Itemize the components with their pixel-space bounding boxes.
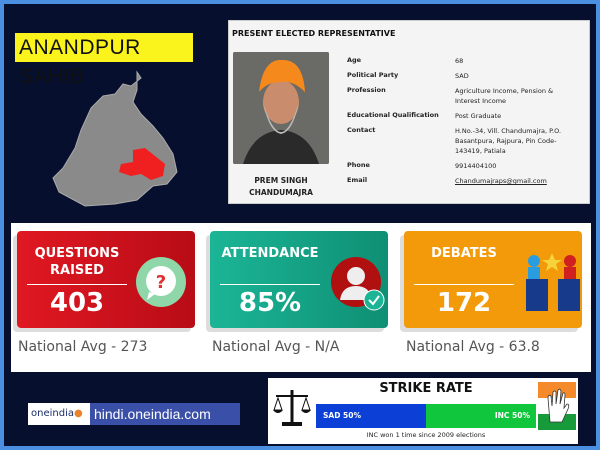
stats-panel: QUESTIONS RAISED 403 ? ATTENDANCE 85% DE… <box>11 223 591 372</box>
field-value: 68 <box>455 57 464 65</box>
attendance-national-avg: National Avg - N/A <box>212 339 340 355</box>
questions-card: QUESTIONS RAISED 403 ? <box>17 231 195 328</box>
questions-value: 403 <box>49 288 105 318</box>
question-bubble-icon: ? <box>136 257 186 307</box>
card-label: RAISED <box>50 263 104 278</box>
attendance-value: 85% <box>238 288 302 318</box>
strike-rate-footnote: INC won 1 time since 2009 elections <box>366 431 486 439</box>
representative-photo <box>233 52 329 164</box>
representative-name: PREM SINGH CHANDUMAJRA <box>233 175 329 199</box>
field-value: H.No.-34, Vill. Chandumajra, P.O. Basant… <box>455 127 562 155</box>
field-contact: Contact H.No.-34, Vill. Chandumajra, P.O.… <box>347 126 580 156</box>
sad-share: SAD 50% <box>316 404 426 428</box>
debates-value: 172 <box>436 288 492 318</box>
field-profession: Profession Agriculture Income, Pension & … <box>347 86 580 106</box>
brand-dot: ● <box>73 408 83 419</box>
divider <box>27 284 127 285</box>
brand-text: oneindia <box>31 408 74 419</box>
representative-card: PRESENT ELECTED REPRESENTATIVE PREM SING… <box>228 20 590 204</box>
strike-rate-bar: SAD 50% INC 50% <box>316 404 536 428</box>
scales-icon <box>273 390 311 426</box>
field-value: 9914404100 <box>455 162 497 170</box>
highlighted-constituency <box>119 148 165 180</box>
field-education: Educational Qualification Post Graduate <box>347 111 580 121</box>
svg-text:?: ? <box>156 272 166 293</box>
field-label: Political Party <box>347 71 399 79</box>
congress-hand-flag-icon <box>538 382 576 430</box>
debate-podium-icon <box>526 253 580 311</box>
field-age: Age 68 <box>347 56 580 66</box>
divider <box>220 284 320 285</box>
field-phone: Phone 9914404100 <box>347 161 580 171</box>
attendance-card: ATTENDANCE 85% <box>210 231 388 328</box>
field-party: Political Party SAD <box>347 71 580 81</box>
field-label: Age <box>347 56 362 64</box>
site-url: hindi.oneindia.com <box>90 403 240 425</box>
punjab-map <box>52 70 178 207</box>
questions-national-avg: National Avg - 273 <box>18 339 148 355</box>
name-line: CHANDUMAJRA <box>249 188 313 197</box>
name-line: PREM SINGH <box>254 176 308 185</box>
card-heading: PRESENT ELECTED REPRESENTATIVE <box>232 29 396 38</box>
field-value: Agriculture Income, Pension & Interest I… <box>455 87 554 105</box>
divider <box>414 284 514 285</box>
card-label: QUESTIONS <box>34 246 120 261</box>
field-label: Email <box>347 176 368 184</box>
inc-share: INC 50% <box>426 404 536 428</box>
brand-logo: oneindia● <box>28 403 90 425</box>
debates-national-avg: National Avg - 63.8 <box>406 339 540 355</box>
oneindia-logo: oneindia● hindi.oneindia.com <box>28 403 240 425</box>
strike-rate-box: STRIKE RATE SAD 50% INC 50% INC won 1 ti… <box>268 378 578 444</box>
field-value: Post Graduate <box>455 112 502 120</box>
field-email: Email Chandumajraps@gmail.com <box>347 176 580 186</box>
field-value: SAD <box>455 72 469 80</box>
strike-rate-title: STRIKE RATE <box>379 381 473 396</box>
field-label: Contact <box>347 126 376 134</box>
email-link[interactable]: Chandumajraps@gmail.com <box>455 177 547 185</box>
constituency-title: ANANDPUR SAHIB <box>15 33 193 88</box>
field-label: Educational Qualification <box>347 111 439 119</box>
card-label: ATTENDANCE <box>221 246 319 261</box>
user-check-icon <box>331 257 385 311</box>
field-label: Phone <box>347 161 370 169</box>
card-label: DEBATES <box>431 246 497 261</box>
debates-card: DEBATES 172 <box>404 231 582 328</box>
field-label: Profession <box>347 86 386 94</box>
